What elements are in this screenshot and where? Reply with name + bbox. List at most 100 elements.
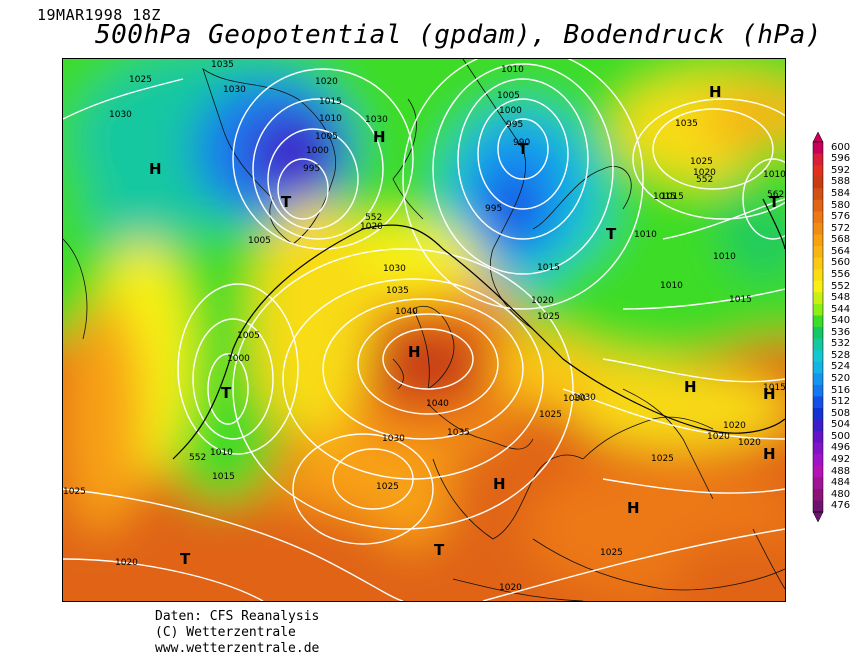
pressure-label: 1010 bbox=[660, 281, 683, 291]
colorbar-label: 564 bbox=[831, 245, 850, 257]
pressure-label: 1015 bbox=[763, 383, 785, 393]
low-marker: T bbox=[281, 193, 292, 211]
contour-label: 552 bbox=[189, 453, 206, 463]
colorbar-segment bbox=[813, 488, 823, 501]
high-marker: H bbox=[493, 475, 506, 493]
colorbar-label: 536 bbox=[831, 326, 850, 338]
colorbar-segment bbox=[813, 257, 823, 270]
pressure-label: 1010 bbox=[713, 252, 736, 262]
pressure-label: 1005 bbox=[237, 331, 260, 341]
isobars bbox=[63, 59, 785, 601]
colorbar-segment bbox=[813, 454, 823, 467]
colorbar-segment bbox=[813, 442, 823, 455]
colorbar-segment bbox=[813, 396, 823, 409]
pressure-label: 1025 bbox=[537, 312, 560, 322]
weather-map-canvas: 1035 1030 1025 1030 1020 1015 1010 1005 … bbox=[63, 59, 785, 601]
colorbar-frame bbox=[812, 141, 824, 513]
colorbar-segment bbox=[813, 477, 823, 490]
colorbar-label: 520 bbox=[831, 373, 850, 385]
copyright: (C) Wetterzentrale bbox=[155, 625, 296, 640]
colorbar-segment bbox=[813, 188, 823, 201]
pressure-label: 1030 bbox=[383, 264, 406, 274]
pressure-label: 1030 bbox=[573, 393, 596, 403]
pressure-label: 1025 bbox=[651, 454, 674, 464]
pressure-systems: H H H H H H H H H T T T T T T T bbox=[149, 83, 780, 568]
pressure-label: 1000 bbox=[227, 354, 250, 364]
low-marker: T bbox=[518, 140, 529, 158]
pressure-label: 1030 bbox=[365, 115, 388, 125]
colorbar-segment bbox=[813, 419, 823, 432]
pressure-label: 1020 bbox=[693, 168, 716, 178]
colorbar-label: 576 bbox=[831, 211, 850, 223]
pressure-label: 1005 bbox=[315, 132, 338, 142]
pressure-label: 1015 bbox=[319, 97, 342, 107]
high-marker: H bbox=[763, 445, 776, 463]
pressure-label: 1025 bbox=[690, 157, 713, 167]
colorbar-label: 592 bbox=[831, 164, 850, 176]
low-marker: T bbox=[180, 550, 191, 568]
contour-label: 562 bbox=[767, 190, 784, 200]
colorbar-label: 488 bbox=[831, 465, 850, 477]
colorbar-label: 524 bbox=[831, 361, 850, 373]
colorbar-segment bbox=[813, 338, 823, 351]
pressure-label: 1015 bbox=[653, 192, 676, 202]
pressure-label: 1020 bbox=[738, 438, 761, 448]
colorbar-label: 588 bbox=[831, 176, 850, 188]
colorbar-label: 500 bbox=[831, 430, 850, 442]
low-marker: T bbox=[221, 384, 232, 402]
high-marker: H bbox=[684, 378, 697, 396]
low-marker: T bbox=[434, 541, 445, 559]
pressure-label: 1000 bbox=[306, 146, 329, 156]
colorbar-segment bbox=[813, 234, 823, 247]
pressure-label: 1025 bbox=[63, 487, 86, 497]
colorbar-label: 484 bbox=[831, 477, 850, 489]
colorbar-label: 596 bbox=[831, 153, 850, 165]
colorbar-segment bbox=[813, 431, 823, 444]
colorbar-label: 480 bbox=[831, 488, 850, 500]
colorbar-label: 584 bbox=[831, 188, 850, 200]
colorbar-segment bbox=[813, 350, 823, 363]
colorbar-label: 544 bbox=[831, 303, 850, 315]
pressure-label: 1020 bbox=[531, 296, 554, 306]
pressure-label: 1035 bbox=[386, 286, 409, 296]
pressure-label: 1015 bbox=[661, 192, 684, 202]
pressure-label: 1010 bbox=[763, 170, 785, 180]
colorbar-label: 532 bbox=[831, 338, 850, 350]
pressure-label: 995 bbox=[506, 120, 523, 130]
colorbar-segment bbox=[813, 373, 823, 386]
credits: Daten: CFS Reanalysis (C) Wetterzentrale… bbox=[155, 609, 319, 657]
pressure-label: 1010 bbox=[319, 114, 342, 124]
colorbar-segment bbox=[813, 142, 823, 155]
colorbar-segment bbox=[813, 327, 823, 340]
pressure-label: 1005 bbox=[248, 236, 271, 246]
pressure-label: 1015 bbox=[537, 263, 560, 273]
color-scale-bar bbox=[812, 131, 824, 523]
colorbar-label: 508 bbox=[831, 407, 850, 419]
pressure-label: 995 bbox=[303, 164, 320, 174]
contour-label: 552 bbox=[696, 175, 713, 185]
pressure-label: 990 bbox=[513, 138, 530, 148]
color-scale bbox=[812, 131, 824, 523]
colorbar-label: 560 bbox=[831, 257, 850, 269]
pressure-label: 1040 bbox=[426, 399, 449, 409]
pressure-label: 1020 bbox=[707, 432, 730, 442]
pressure-labels: 1035 1030 1025 1030 1020 1015 1010 1005 … bbox=[63, 60, 785, 593]
colorbar-label: 528 bbox=[831, 349, 850, 361]
colorbar-segment bbox=[813, 384, 823, 397]
colorbar-label: 496 bbox=[831, 442, 850, 454]
colorbar-segment bbox=[813, 176, 823, 189]
pressure-label: 1015 bbox=[212, 472, 235, 482]
weather-map: 1035 1030 1025 1030 1020 1015 1010 1005 … bbox=[62, 58, 786, 602]
contour-labels: 552 552 552 562 bbox=[189, 175, 784, 463]
low-marker: T bbox=[769, 193, 780, 211]
colorbar-segment bbox=[813, 211, 823, 224]
colorbar-segment bbox=[813, 303, 823, 316]
colorbar-label: 580 bbox=[831, 199, 850, 211]
colorbar-label: 516 bbox=[831, 384, 850, 396]
pressure-label: 1030 bbox=[563, 394, 586, 404]
timestamp-label: 19MAR1998 18Z bbox=[37, 6, 161, 24]
colorbar-top-arrow bbox=[812, 131, 824, 143]
colorbar-label: 512 bbox=[831, 396, 850, 408]
pressure-label: 1015 bbox=[729, 295, 752, 305]
pressure-label: 1010 bbox=[634, 230, 657, 240]
